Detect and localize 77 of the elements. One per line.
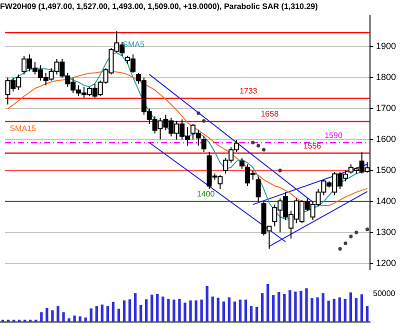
bar xyxy=(150,294,154,322)
y-tick-label: 1700 xyxy=(376,103,396,114)
y-tick-label: 1800 xyxy=(376,72,396,82)
ref-line-label: 1733 xyxy=(239,86,258,96)
bar xyxy=(222,302,225,322)
ref-line-label: 1658 xyxy=(260,110,280,119)
bar xyxy=(283,294,286,322)
bar xyxy=(68,318,70,322)
bar xyxy=(305,288,308,322)
bar xyxy=(294,292,297,322)
bar xyxy=(73,316,76,322)
bar xyxy=(366,306,369,322)
bar xyxy=(84,317,87,322)
y-tick-label: 1500 xyxy=(376,164,396,175)
bar xyxy=(106,306,110,322)
text: 50000 xyxy=(373,289,396,298)
bar xyxy=(206,286,208,322)
bar xyxy=(250,306,253,322)
bar xyxy=(322,293,324,322)
bar xyxy=(178,298,181,322)
ref-line-label: 1400 xyxy=(196,190,216,199)
bar xyxy=(62,312,65,322)
bar xyxy=(288,290,292,322)
bar xyxy=(344,298,346,322)
bar xyxy=(310,298,314,322)
bar xyxy=(56,306,60,322)
bar xyxy=(338,297,341,322)
bar xyxy=(134,293,137,322)
bar xyxy=(266,284,270,322)
bar xyxy=(278,292,280,322)
chart-title: FW20H09 (1,497.00, 1,527.00, 1,493.00, 1,509.00, +19.0000), Parabolic SAR (1,310.29) xyxy=(0,2,318,12)
bar xyxy=(90,308,92,322)
bar xyxy=(360,294,364,322)
bar xyxy=(244,300,248,322)
bar xyxy=(216,298,220,322)
bar xyxy=(332,298,336,322)
bar xyxy=(255,306,258,322)
bar xyxy=(122,300,126,322)
bar xyxy=(260,293,264,322)
bar xyxy=(233,302,236,322)
y-tick-label: 1200 xyxy=(376,258,396,268)
bar xyxy=(354,298,358,322)
y-tick-label: 1600 xyxy=(376,134,396,144)
bar xyxy=(238,300,242,322)
ref-line-label: 1556 xyxy=(303,141,322,150)
series-label: SMA15 xyxy=(10,124,37,134)
bar xyxy=(117,308,120,322)
bar xyxy=(327,300,330,322)
y-tick-label: 1900 xyxy=(376,41,396,52)
bar xyxy=(272,295,275,322)
bar xyxy=(139,304,142,322)
bar xyxy=(167,298,170,322)
bar xyxy=(300,290,302,322)
bar xyxy=(100,304,104,322)
bar xyxy=(51,310,54,322)
bar xyxy=(95,306,98,322)
bar xyxy=(211,296,214,322)
ref-line-label: 1590 xyxy=(324,130,343,140)
y-tick-label: 1400 xyxy=(376,196,396,206)
bar xyxy=(145,299,148,322)
bar xyxy=(189,300,192,322)
bar xyxy=(46,308,48,322)
bar xyxy=(184,302,186,322)
bar xyxy=(162,296,164,322)
bar xyxy=(40,312,43,322)
bar xyxy=(316,297,319,322)
bar xyxy=(128,299,132,322)
bar xyxy=(156,294,159,322)
bar xyxy=(112,302,115,322)
bar xyxy=(349,292,352,322)
bar xyxy=(194,300,198,322)
bar xyxy=(200,300,203,322)
bar xyxy=(78,316,82,322)
y-tick-label: 1300 xyxy=(376,226,396,237)
series-label: SMA5 xyxy=(122,40,146,49)
bar xyxy=(172,300,176,322)
bar xyxy=(228,297,231,322)
